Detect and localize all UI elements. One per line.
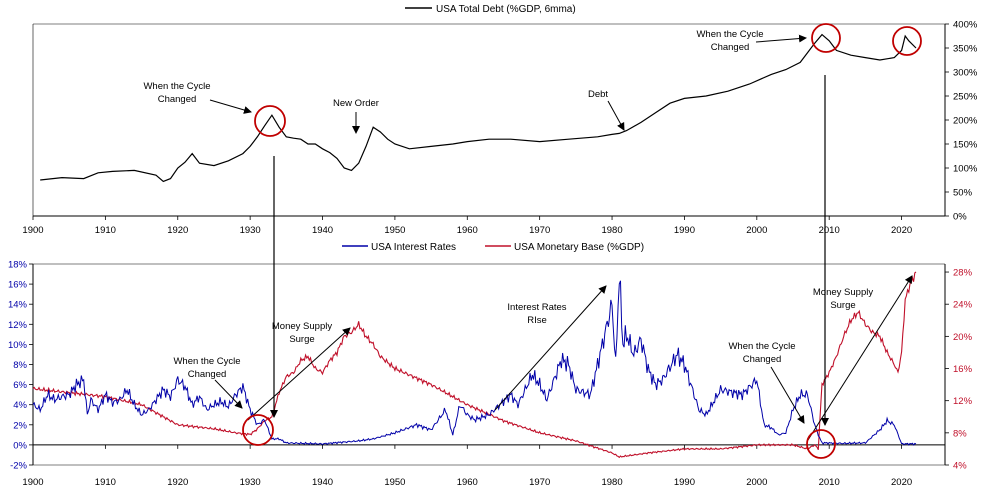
arrow-bottom-cycle-2008: [770, 366, 805, 424]
top-x-tick-label: 1930: [240, 225, 261, 236]
top-x-tick-label: 2020: [891, 225, 912, 236]
annotation-cycle-changed-2008-line2: Changed: [711, 42, 750, 53]
bottom-x-tick-label: 1920: [167, 477, 188, 488]
circle-1933-peak: [254, 105, 286, 137]
circle-2008-rates: [806, 429, 836, 459]
top-chart: USA Total Debt (%GDP, 6mma) 0% 50% 100% 150…: [22, 4, 977, 236]
left-y-tick-label: 18%: [8, 260, 28, 271]
bottom-x-tick-label: 2000: [746, 477, 767, 488]
left-y-tick-label: 2%: [13, 420, 27, 431]
annotation-money-surge-2008-line1: Money Supply: [813, 287, 873, 298]
bottom-right-y-ticks: 4% 8% 12% 16% 20% 24% 28%: [945, 268, 973, 472]
right-y-tick-label: 20%: [953, 332, 973, 343]
right-y-tick-label: 4%: [953, 461, 967, 472]
arrow-rates-rise: [494, 285, 607, 411]
bottom-x-tick-label: 2010: [819, 477, 840, 488]
series-line-usa-total-debt: [40, 33, 917, 183]
circle-2008-peak: [811, 23, 841, 53]
annotation-cycle-changed-1930s-line1: When the Cycle: [143, 81, 210, 92]
legend-label-interest-rates: USA Interest Rates: [371, 242, 456, 253]
annotation-bottom-cycle-1930s-line1: When the Cycle: [173, 356, 240, 367]
top-x-tick-label: 1950: [384, 225, 405, 236]
circle-1932-rates: [242, 414, 274, 446]
top-y-tick-label: 250%: [953, 92, 978, 103]
right-y-tick-label: 12%: [953, 396, 973, 407]
bottom-x-tick-label: 1910: [95, 477, 116, 488]
annotation-money-surge-1930s-line1: Money Supply: [272, 321, 332, 332]
bottom-x-tick-label: 1930: [240, 477, 261, 488]
right-y-tick-label: 8%: [953, 428, 967, 439]
annotation-bottom-cycle-2008-line1: When the Cycle: [728, 341, 795, 352]
bottom-x-tick-label: 1950: [384, 477, 405, 488]
bottom-chart: USA Interest Rates USA Monetary Base (%G…: [8, 242, 973, 488]
top-x-tick-label: 1910: [95, 225, 116, 236]
bottom-x-tick-label: 1900: [22, 477, 43, 488]
top-x-tick-label: 1940: [312, 225, 333, 236]
top-y-tick-label: 200%: [953, 116, 978, 127]
legend-label-monetary-base: USA Monetary Base (%GDP): [514, 242, 644, 253]
top-y-tick-label: 300%: [953, 68, 978, 79]
top-y-tick-label: 0%: [953, 212, 967, 223]
top-legend-label: USA Total Debt (%GDP, 6mma): [436, 4, 576, 15]
top-y-tick-label: 400%: [953, 20, 978, 31]
top-y-tick-label: 100%: [953, 164, 978, 175]
top-x-tick-label: 1900: [22, 225, 43, 236]
bottom-x-tick-label: 1960: [457, 477, 478, 488]
top-x-tick-label: 1920: [167, 225, 188, 236]
annotation-bottom-cycle-1930s-line2: Changed: [188, 369, 227, 380]
arrow-cycle-2008: [755, 34, 807, 43]
annotation-rates-rise-line2: RIse: [527, 315, 547, 326]
right-y-tick-label: 16%: [953, 364, 973, 375]
top-x-tick-label: 1960: [457, 225, 478, 236]
series-line-usa-monetary-base: [32, 271, 917, 459]
top-x-tick-label: 2010: [819, 225, 840, 236]
arrow-cycle-1930s: [209, 99, 252, 114]
left-y-tick-label: 0%: [13, 440, 27, 451]
left-y-tick-label: 8%: [13, 360, 27, 371]
right-y-tick-label: 28%: [953, 268, 973, 279]
top-y-ticks: 0% 50% 100% 150% 200% 250% 300% 350% 400%: [945, 20, 978, 223]
top-y-tick-label: 50%: [953, 188, 973, 199]
annotation-bottom-cycle-2008-line2: Changed: [743, 354, 782, 365]
bottom-x-tick-label: 1970: [529, 477, 550, 488]
left-y-tick-label: 14%: [8, 300, 28, 311]
annotation-rates-rise-line1: Interest Rates: [507, 302, 566, 313]
bottom-x-tick-label: 1940: [312, 477, 333, 488]
top-y-tick-label: 150%: [953, 140, 978, 151]
circle-2020-peak: [892, 26, 922, 56]
annotation-cycle-changed-2008-line1: When the Cycle: [696, 29, 763, 40]
bottom-left-y-ticks: -2% 0% 2% 4% 6% 8% 10% 12% 14% 16% 18%: [8, 260, 33, 472]
left-y-tick-label: 16%: [8, 280, 28, 291]
bottom-x-tick-label: 1980: [601, 477, 622, 488]
left-y-tick-label: 6%: [13, 380, 27, 391]
series-line-usa-interest-rates: [32, 280, 917, 446]
bottom-x-ticks: 1900 1910 1920 1930 1940 1950 1960 1970 1980 1990…: [22, 444, 912, 488]
annotation-money-surge-2008-line2: Surge: [830, 300, 855, 311]
left-y-tick-label: 10%: [8, 340, 28, 351]
arrow-money-surge-2008: [807, 275, 913, 441]
annotation-money-surge-1930s-line2: Surge: [289, 334, 314, 345]
top-x-tick-label: 1990: [674, 225, 695, 236]
right-y-tick-label: 24%: [953, 300, 973, 311]
bottom-x-tick-label: 1990: [674, 477, 695, 488]
annotation-debt: Debt: [588, 89, 608, 100]
arrow-bottom-cycle-1930s: [214, 379, 243, 409]
arrow-debt: [607, 100, 625, 131]
top-x-tick-label: 1970: [529, 225, 550, 236]
annotation-new-order: New Order: [333, 98, 379, 109]
left-y-tick-label: 12%: [8, 320, 28, 331]
top-x-tick-label: 1980: [601, 225, 622, 236]
left-y-tick-label: 4%: [13, 400, 27, 411]
top-x-tick-label: 2000: [746, 225, 767, 236]
left-y-tick-label: -2%: [10, 461, 27, 472]
top-y-tick-label: 350%: [953, 44, 978, 55]
bottom-x-tick-label: 2020: [891, 477, 912, 488]
arrow-money-surge-1930s: [247, 327, 351, 421]
annotation-cycle-changed-1930s-line2: Changed: [158, 94, 197, 105]
top-x-ticks: 1900 1910 1920 1930 1940 1950 1960 1970 1980 1990…: [22, 216, 912, 236]
